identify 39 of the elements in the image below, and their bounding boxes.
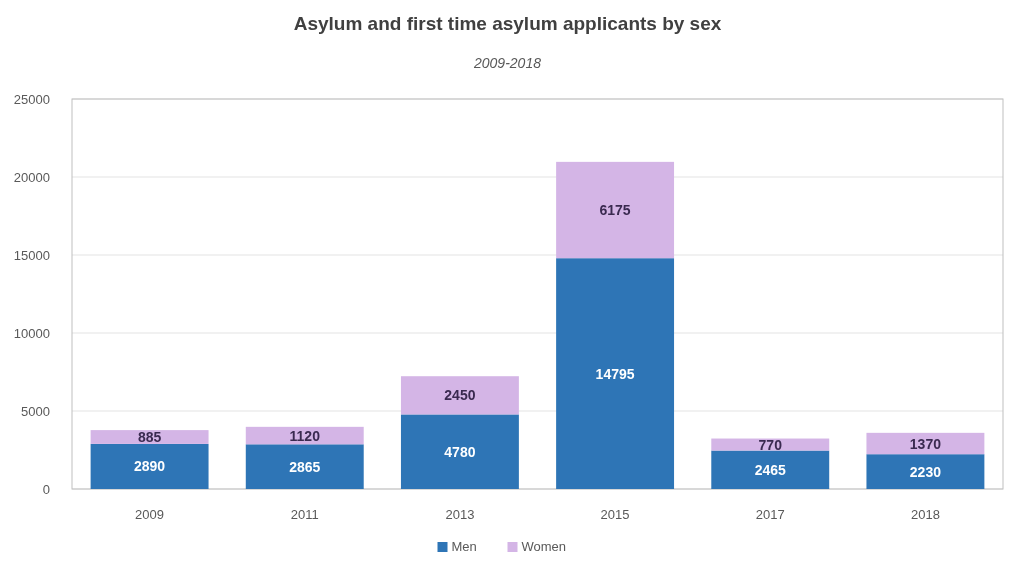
chart-title: Asylum and first time asylum applicants by sex — [293, 13, 722, 34]
bar — [711, 450, 830, 489]
x-tick-label: 2015 — [600, 507, 630, 522]
legend-label: Men — [451, 539, 477, 554]
bar — [400, 376, 519, 415]
y-tick-label: 25000 — [13, 92, 50, 107]
y-tick-label: 10000 — [13, 326, 50, 341]
y-tick-label: 5000 — [21, 404, 50, 419]
bar — [556, 161, 675, 259]
data-label: 4780 — [444, 443, 476, 460]
x-tick-label: 2011 — [290, 507, 319, 522]
bar — [245, 444, 364, 489]
bar — [711, 438, 830, 451]
bar — [90, 430, 209, 444]
data-label: 14795 — [595, 365, 635, 382]
chart-subtitle: 2009-2018 — [473, 55, 542, 71]
data-label: 2230 — [909, 463, 942, 480]
x-tick-label: 2018 — [910, 507, 940, 522]
y-tick-label: 20000 — [13, 170, 50, 185]
x-tick-label: 2009 — [135, 507, 165, 522]
data-label: 1370 — [909, 435, 942, 452]
data-label: 2450 — [444, 387, 476, 404]
bar — [400, 414, 519, 489]
y-tick-label: 15000 — [13, 248, 50, 263]
bar — [866, 432, 985, 455]
bar — [556, 258, 675, 489]
y-tick-label: 0 — [42, 482, 50, 497]
data-label: 2865 — [289, 458, 321, 475]
x-tick-label: 2013 — [445, 507, 475, 522]
data-label: 1120 — [289, 427, 321, 444]
x-tick-label: 2017 — [755, 507, 785, 522]
data-label: 2465 — [754, 461, 787, 478]
bar — [866, 454, 985, 489]
data-label: 2890 — [134, 458, 166, 475]
data-label: 885 — [137, 429, 162, 446]
data-label: 770 — [758, 436, 783, 453]
legend-label: Women — [521, 539, 567, 554]
data-label: 6175 — [599, 202, 631, 219]
bar — [90, 443, 209, 489]
